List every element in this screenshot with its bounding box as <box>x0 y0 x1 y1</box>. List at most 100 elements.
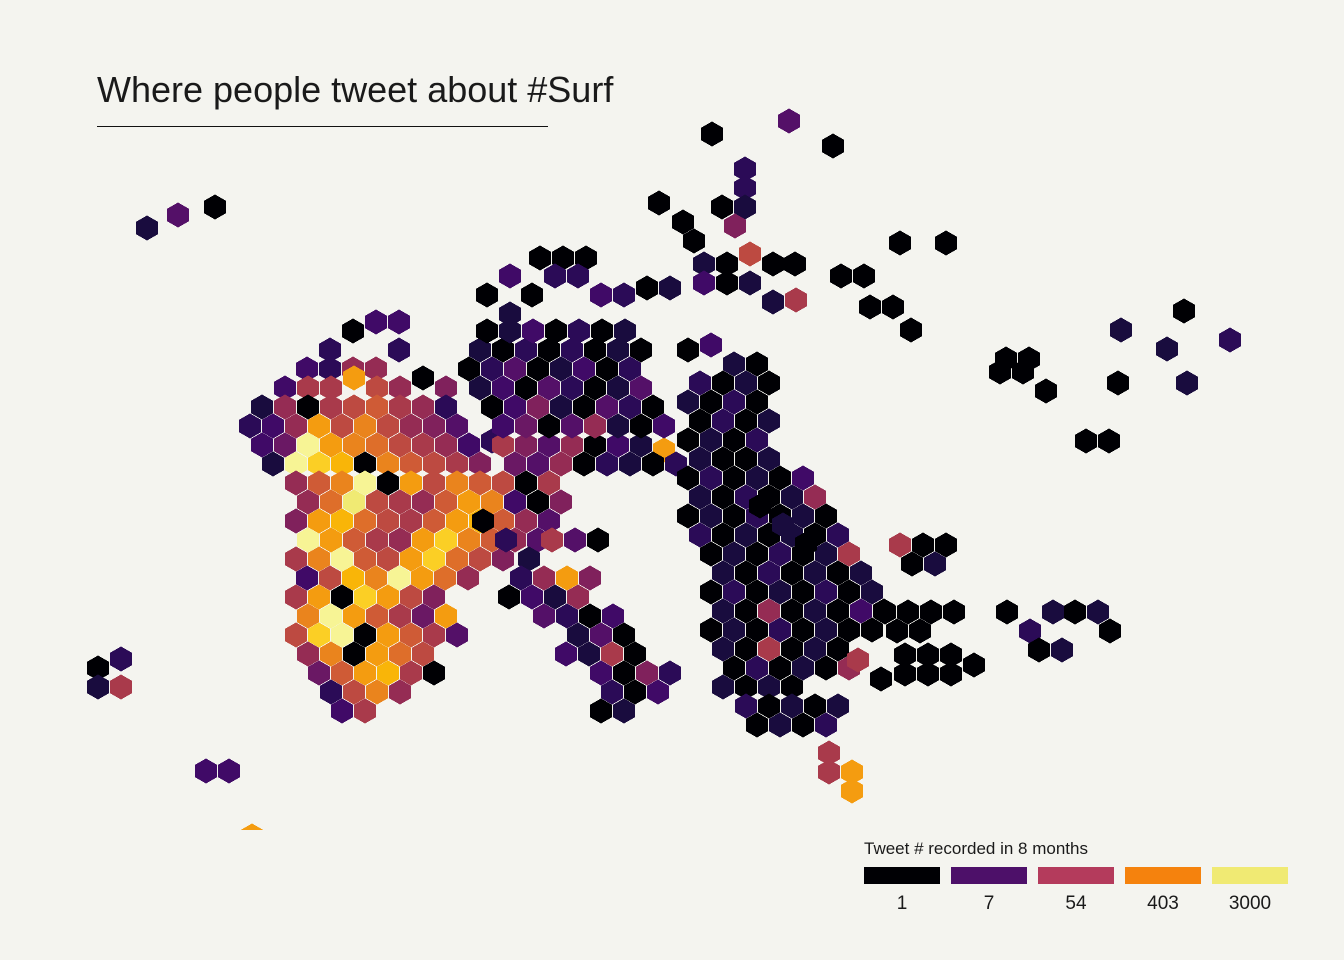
hexbin-cell <box>319 356 341 382</box>
hexbin-cell <box>331 660 353 686</box>
hexbin-cell <box>136 215 158 241</box>
hexbin-cell <box>659 660 681 686</box>
legend-tick-label: 1 <box>896 893 908 914</box>
hexbin-cell <box>746 655 768 681</box>
hexbin-cell <box>241 823 263 830</box>
hexbin-cell <box>613 622 635 648</box>
hexbin-cell <box>735 598 757 624</box>
hexbin-cell <box>342 318 364 344</box>
hexbin-cell <box>343 641 365 667</box>
hexbin-cell <box>343 365 365 391</box>
hexbin-cell <box>1035 378 1057 404</box>
hexbin-cell <box>469 337 491 363</box>
hexbin-cell <box>735 560 757 586</box>
hexbin-cell <box>354 698 376 724</box>
hexbin-cell <box>1156 336 1178 362</box>
hexbin-cell <box>545 318 567 344</box>
hexbin-cell <box>781 674 803 700</box>
hexbin-cell <box>400 584 422 610</box>
hexbin-cell <box>1042 599 1064 625</box>
hexbin-cell <box>711 194 733 220</box>
hexbin-cell <box>850 560 872 586</box>
legend-tick-label: 7 <box>983 893 995 914</box>
hexbin-cell <box>515 432 537 458</box>
hexbin-cell <box>521 282 543 308</box>
hexbin-cell <box>822 133 844 159</box>
hexbin-cell <box>412 365 434 391</box>
hexbin-cell <box>861 579 883 605</box>
hexbin-cell <box>365 309 387 335</box>
hexbin-cell <box>712 674 734 700</box>
hexbin-cell <box>366 489 388 515</box>
hexbin-cell <box>435 489 457 515</box>
hexbin-cell <box>343 527 365 553</box>
hexbin-cell <box>739 241 761 267</box>
hexbin-cell <box>573 451 595 477</box>
hexbin-cell <box>331 622 353 648</box>
hexbin-cell <box>423 622 445 648</box>
hexbin-cell <box>510 565 532 591</box>
hexbin-cell <box>940 642 962 668</box>
hexbin-cell <box>568 318 590 344</box>
hexbin-cell <box>746 389 768 415</box>
hexbin-cell <box>746 579 768 605</box>
hexbin-cell <box>527 356 549 382</box>
hexbin-cell <box>607 413 629 439</box>
hexbin-cell <box>874 599 896 625</box>
hexbin-cell <box>167 202 189 228</box>
hexbin-cell <box>815 655 837 681</box>
hexbin-cell <box>354 546 376 572</box>
hexbin-cell <box>746 617 768 643</box>
hexbin-cell <box>758 598 780 624</box>
hexbin-cell <box>561 375 583 401</box>
hexbin-cell <box>389 641 411 667</box>
hexbin-cell <box>746 541 768 567</box>
hexbin-cell <box>538 470 560 496</box>
hexbin-cell <box>746 427 768 453</box>
hexbin-cell <box>343 394 365 420</box>
hexbin-cell <box>746 712 768 738</box>
hexbin-cell <box>677 465 699 491</box>
hexbin-cell <box>827 693 849 719</box>
hexbin-cell <box>630 413 652 439</box>
hexbin-cell <box>541 527 563 553</box>
hexbin-cell <box>677 503 699 529</box>
title-underline <box>97 126 548 127</box>
hexbin-cell <box>320 679 342 705</box>
hexbin-cell <box>320 641 342 667</box>
hexbin-cell <box>469 451 491 477</box>
hexbin-cell <box>735 522 757 548</box>
hexbin-cell <box>758 560 780 586</box>
hexbin-cell <box>308 413 330 439</box>
hexbin-cell <box>320 375 342 401</box>
hexbin-cell <box>423 413 445 439</box>
hexbin-cell <box>596 356 618 382</box>
hexbin-cell <box>366 527 388 553</box>
hexbin-cell <box>297 394 319 420</box>
hexbin-cell <box>712 408 734 434</box>
hexbin-cell <box>772 512 794 538</box>
hexbin-cell <box>515 470 537 496</box>
hexbin-cell <box>901 551 923 577</box>
hexbin-cell <box>815 712 837 738</box>
hexbin-cell <box>297 375 319 401</box>
hexbin-cell <box>527 451 549 477</box>
hexbin-cell <box>400 451 422 477</box>
hexbin-cell <box>492 470 514 496</box>
hexbin-cell <box>285 451 307 477</box>
hexbin-cell <box>920 599 942 625</box>
hexbin-cell <box>693 270 715 296</box>
hexbin-cell <box>584 375 606 401</box>
hexbin-cell <box>492 337 514 363</box>
hexbin-cell <box>882 294 904 320</box>
hexbin-cell <box>423 546 445 572</box>
hexbin-cell <box>841 759 863 785</box>
hexbin-cell <box>1028 637 1050 663</box>
hexbin-cell <box>388 337 410 363</box>
hexbin-cell <box>529 245 551 271</box>
hexbin-cell <box>587 527 609 553</box>
hexbin-cell <box>308 470 330 496</box>
hexbin-cell <box>815 617 837 643</box>
hexbin-cell <box>469 375 491 401</box>
